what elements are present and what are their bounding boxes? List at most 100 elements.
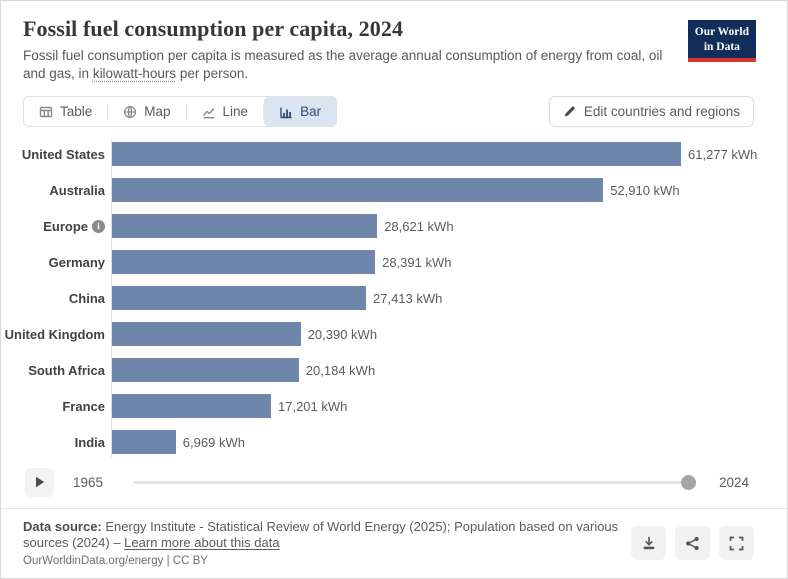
bar-row: France i 17,201 kWh [1, 394, 787, 419]
owid-logo-line2: in Data [703, 40, 740, 53]
tab-bar-label: Bar [300, 104, 322, 120]
bar[interactable] [111, 178, 604, 203]
footer: Data source: Energy Institute - Statisti… [1, 508, 787, 578]
bar-value-label: 6,969 kWh [182, 434, 245, 450]
bar-value-label: 27,413 kWh [373, 290, 443, 306]
subtitle-suffix: per person. [176, 66, 249, 82]
y-axis-line [111, 139, 112, 459]
fullscreen-icon [729, 536, 744, 551]
bar-row: Germany i 28,391 kWh [1, 250, 787, 275]
entity-label: Germany [48, 254, 105, 270]
tab-divider [107, 104, 109, 120]
bar[interactable] [111, 250, 376, 275]
entity-label: United States [21, 146, 105, 162]
timeline-start-year[interactable]: 1965 [73, 474, 104, 490]
bar-value-label: 17,201 kWh [278, 398, 348, 414]
page-title: Fossil fuel consumption per capita, 2024 [23, 16, 404, 41]
data-source-text: Energy Institute - Statistical Review of… [23, 518, 619, 551]
timeline-slider[interactable] [133, 474, 696, 490]
timeline-end-year[interactable]: 2024 [718, 474, 749, 490]
data-source-line: Data source: Energy Institute - Statisti… [23, 519, 631, 552]
timeline: 1965 2024 [1, 467, 787, 497]
tab-divider [185, 104, 187, 120]
subtitle-term-link[interactable]: kilowatt-hours [92, 66, 177, 82]
chart-subtitle: Fossil fuel consumption per capita is me… [23, 47, 678, 83]
chart-area: United States i 61,277 kWh Australia i 5… [1, 139, 787, 459]
timeline-track[interactable] [133, 480, 693, 484]
tab-table[interactable]: Table [24, 97, 107, 126]
info-icon[interactable]: i [92, 219, 105, 233]
attribution: OurWorldinData.org/energy | CC BY [23, 555, 208, 568]
subtitle-prefix: Fossil fuel consumption per capita is me… [23, 48, 663, 82]
bar-row: South Africa i 20,184 kWh [1, 358, 787, 383]
bar-value-label: 20,390 kWh [307, 326, 378, 342]
chart-type-tabbar: Table Map [23, 96, 338, 128]
tab-divider [263, 104, 265, 120]
entity-label: Australia [49, 182, 105, 198]
entity-label: Europe [43, 218, 88, 234]
entity-cell: China i [1, 291, 111, 306]
owid-logo[interactable]: Our World in Data [687, 20, 756, 63]
bar-row: Australia i 52,910 kWh [1, 178, 787, 203]
tab-map[interactable]: Map [108, 97, 185, 126]
bar-value-label: 52,910 kWh [610, 182, 680, 198]
entity-label: France [62, 398, 105, 414]
share-button[interactable] [675, 526, 710, 561]
bar-row: China i 27,413 kWh [1, 286, 787, 311]
pencil-icon [563, 105, 576, 118]
bar[interactable] [111, 430, 176, 455]
entity-label: United Kingdom [4, 326, 105, 342]
heading-block: Fossil fuel consumption per capita, 2024… [23, 16, 678, 83]
learn-more-link[interactable]: Learn more about this data [124, 535, 280, 551]
tab-table-label: Table [60, 104, 93, 120]
play-icon [35, 476, 45, 488]
bar-row: United Kingdom i 20,390 kWh [1, 322, 787, 347]
entity-cell: United States i [1, 147, 111, 162]
entity-cell: Australia i [1, 183, 111, 198]
download-icon [641, 535, 657, 551]
bar-value-label: 20,184 kWh [305, 362, 376, 378]
action-buttons [631, 526, 754, 561]
bar[interactable] [111, 142, 681, 167]
bar-value-label: 28,391 kWh [382, 254, 452, 270]
globe-icon [123, 105, 137, 119]
data-source-label: Data source: [23, 518, 102, 534]
line-chart-icon [202, 105, 216, 119]
edit-countries-label: Edit countries and regions [583, 104, 740, 120]
bar-row: Europe i 28,621 kWh [1, 214, 787, 239]
bar[interactable] [111, 214, 378, 239]
table-icon [39, 105, 53, 119]
entity-cell: India i [1, 435, 111, 450]
share-icon [685, 536, 700, 551]
entity-cell: Germany i [1, 255, 111, 270]
tab-line-label: Line [222, 104, 249, 120]
bar-row: United States i 61,277 kWh [1, 142, 787, 167]
entity-cell: South Africa i [1, 363, 111, 378]
entity-label: India [74, 434, 105, 450]
entity-cell: Europe i [1, 219, 111, 234]
source-block: Data source: Energy Institute - Statisti… [23, 519, 631, 568]
bar-value-label: 61,277 kWh [688, 146, 758, 162]
bar-row: India i 6,969 kWh [1, 430, 787, 455]
entity-cell: United Kingdom i [1, 327, 111, 342]
edit-countries-button[interactable]: Edit countries and regions [548, 96, 754, 128]
bar[interactable] [111, 322, 301, 347]
fullscreen-button[interactable] [719, 526, 754, 561]
download-button[interactable] [631, 526, 666, 561]
entity-label: South Africa [28, 362, 105, 378]
timeline-handle[interactable] [680, 474, 696, 490]
tab-map-label: Map [144, 104, 171, 120]
entity-label: China [68, 290, 105, 306]
bar-rows: United States i 61,277 kWh Australia i 5… [1, 142, 787, 455]
entity-cell: France i [1, 399, 111, 414]
bar-chart-icon [279, 105, 293, 119]
tab-line[interactable]: Line [187, 97, 264, 126]
header: Fossil fuel consumption per capita, 2024… [1, 1, 787, 83]
bar[interactable] [111, 286, 366, 311]
controls-row: Table Map [1, 83, 787, 128]
play-button[interactable] [25, 467, 54, 497]
bar[interactable] [111, 358, 299, 383]
tab-bar[interactable]: Bar [264, 97, 337, 127]
bar-value-label: 28,621 kWh [384, 218, 454, 234]
bar[interactable] [111, 394, 271, 419]
